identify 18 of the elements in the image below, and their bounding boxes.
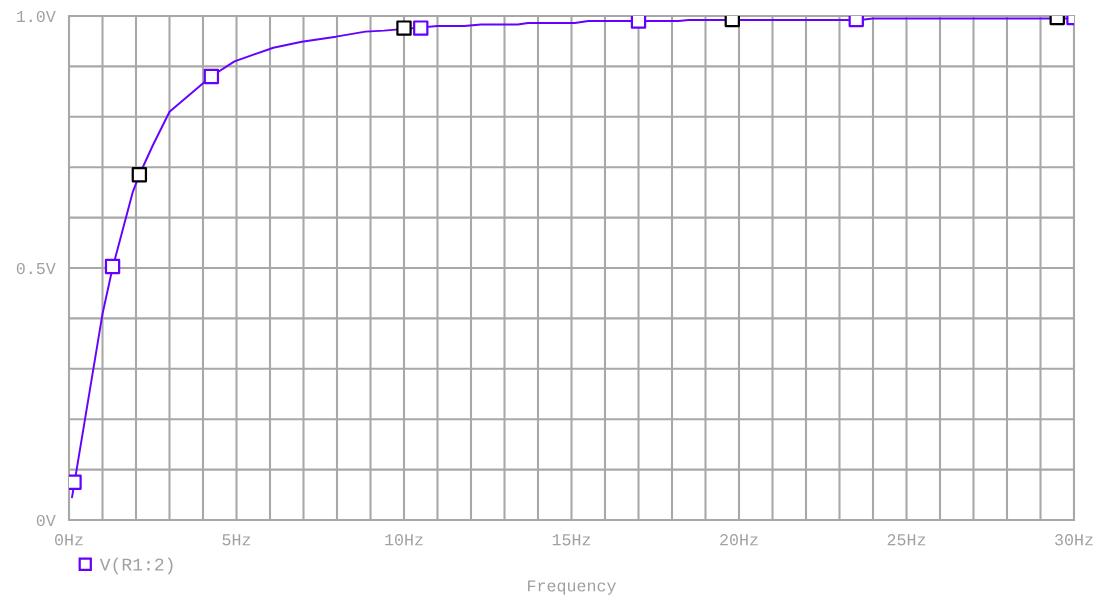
point — [396, 20, 412, 36]
x-tick-label: 20Hz — [720, 534, 758, 546]
x-tick-label: 30Hz — [1055, 534, 1093, 546]
y-tick-label: 0.5V — [16, 262, 56, 275]
point — [630, 16, 647, 29]
legend-label: V(R1:2) — [99, 557, 173, 575]
point — [104, 258, 121, 275]
point — [131, 167, 148, 183]
point — [413, 20, 429, 36]
y-tick-label: 1.0V — [17, 10, 56, 23]
x-tick-label: 25Hz — [887, 534, 926, 546]
x-tick-label: 5Hz — [222, 534, 251, 546]
x-tick-label: 0Hz — [55, 534, 83, 546]
y-tick-label: 0V — [36, 514, 56, 527]
x-axis-title: Frequency — [528, 580, 616, 595]
point — [203, 68, 220, 85]
x-tick-label: 15Hz — [552, 534, 591, 546]
x-tick-label: 10Hz — [385, 534, 423, 546]
